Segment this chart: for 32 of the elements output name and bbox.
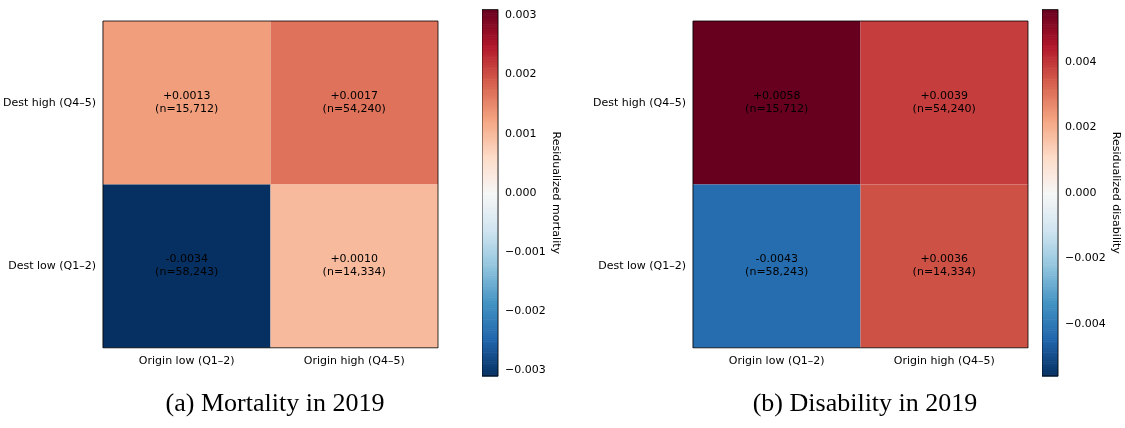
y-tick-label: Dest high (Q4–5) xyxy=(3,95,96,109)
color-bar-label: 0.001 xyxy=(505,126,537,140)
data-label: -0.0034 (n=58,243) xyxy=(155,252,219,279)
x-tick-label: Origin low (Q1–2) xyxy=(728,354,825,368)
data-label: -0.0043 (n=58,243) xyxy=(745,252,809,279)
data-label: +0.0017 (n=54,240) xyxy=(322,89,386,116)
data-label: +0.0036 (n=14,334) xyxy=(912,252,976,279)
text: (b) Disability in 2019 xyxy=(751,388,979,418)
y-tick-label: Dest high (Q4–5) xyxy=(593,95,686,109)
color-bar-label: 0.003 xyxy=(505,8,537,22)
color-bar-label: 0.004 xyxy=(1065,54,1097,68)
x-tick-label: Origin low (Q1–2) xyxy=(138,354,235,368)
color-bar-label: 0.002 xyxy=(505,67,537,81)
y-tick-label: Dest low (Q1–2) xyxy=(8,258,96,272)
y-tick-label: Dest low (Q1–2) xyxy=(598,258,686,272)
text: (a) Mortality in 2019 xyxy=(164,388,386,418)
color-bar-label: −0.004 xyxy=(1065,316,1106,330)
x-tick-label: Origin high (Q4–5) xyxy=(303,354,405,368)
data-label: +0.0013 (n=15,712) xyxy=(155,89,219,116)
color-bar-title: Residualized mortality xyxy=(549,131,563,255)
data-label: +0.0010 (n=14,334) xyxy=(322,252,386,279)
color-bar-title: Residualized disability xyxy=(1109,131,1123,255)
color-bar-label: −0.002 xyxy=(505,303,546,317)
color-bar-label: −0.002 xyxy=(1065,251,1106,265)
color-bar-label: −0.003 xyxy=(505,362,546,376)
data-label: +0.0058 (n=15,712) xyxy=(745,89,809,116)
color-bar-label: 0.002 xyxy=(1065,120,1097,134)
x-tick-label: Origin high (Q4–5) xyxy=(893,354,995,368)
color-bar-label: 0.000 xyxy=(505,185,537,199)
data-label: +0.0039 (n=54,240) xyxy=(912,89,976,116)
color-bar-label: 0.000 xyxy=(1065,185,1097,199)
color-bar-label: −0.001 xyxy=(505,244,546,258)
